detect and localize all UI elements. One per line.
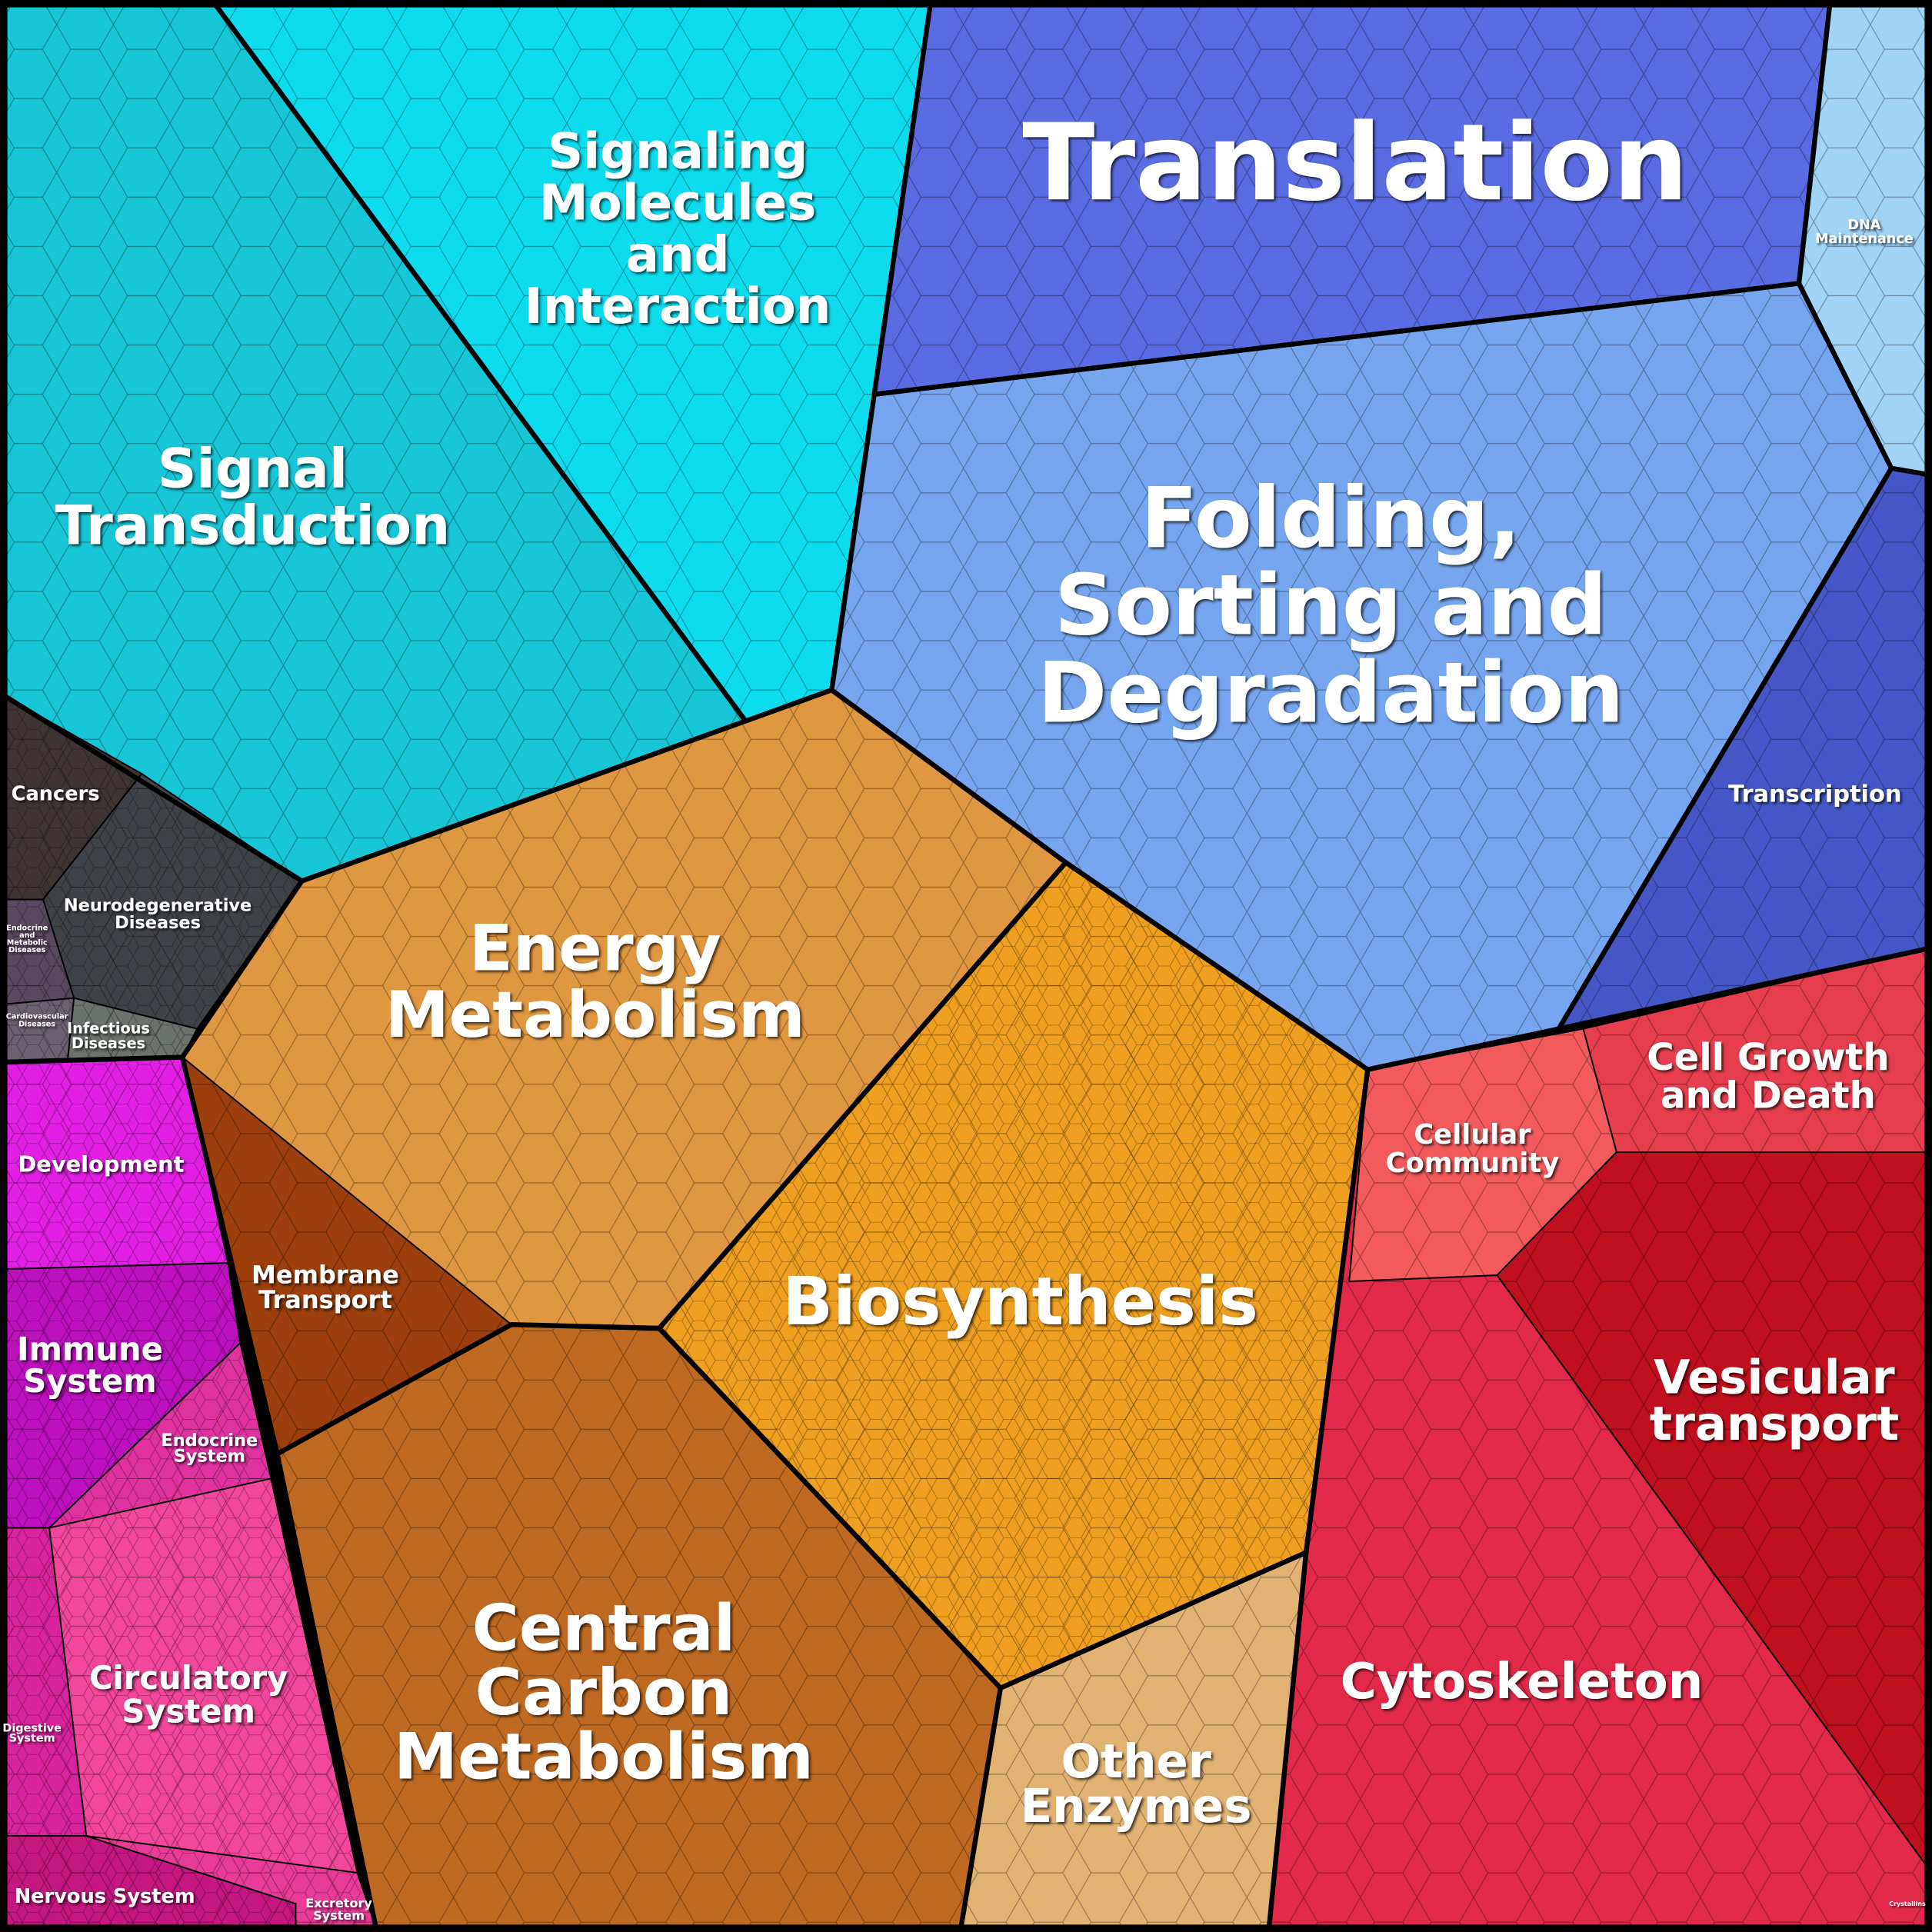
label-line: Endocrine (161, 1430, 258, 1450)
label-line: Enzymes (1021, 1778, 1252, 1833)
label-line: Development (18, 1151, 184, 1178)
label-line: and (19, 931, 35, 940)
label-line: Diseases (8, 946, 45, 954)
label-line: and Death (1661, 1074, 1876, 1117)
region-label: Signal Transduction (55, 437, 451, 557)
label-line: Carbon (475, 1655, 733, 1730)
region-label: Energy Metabolism (385, 911, 805, 1052)
region-label: Transcription (1728, 781, 1901, 808)
region-label: Crystallins (1889, 1900, 1926, 1907)
label-line: Excretory (305, 1896, 372, 1910)
label-line: Transport (258, 1285, 392, 1314)
label-line: transport (1650, 1397, 1899, 1451)
region-label: Endocrine System (161, 1430, 258, 1466)
label-line: System (122, 1692, 255, 1730)
label-line: Diseases (72, 1034, 145, 1051)
border (275, 1321, 660, 1457)
label-line: Biosynthesis (782, 1264, 1258, 1341)
label-line: Vesicular (1654, 1350, 1894, 1404)
label-line: Maintenance (1815, 232, 1914, 247)
label-line: Immune (17, 1330, 163, 1367)
label-line: System (9, 1732, 55, 1744)
border (656, 861, 1068, 1928)
label-line: Membrane (251, 1261, 399, 1290)
border (874, 281, 1894, 1031)
label-line: Diseases (115, 912, 201, 932)
border (829, 4, 1928, 1072)
border (1890, 465, 1928, 477)
label-line: Signaling (548, 123, 808, 180)
label-line: System (23, 1362, 156, 1400)
label-line: Interaction (525, 278, 831, 335)
label-line: Circulatory (89, 1659, 288, 1697)
label-line: Signal (158, 437, 348, 500)
region-label: Neurodegenerative Diseases (64, 895, 251, 932)
label-line: Infectious (67, 1019, 150, 1037)
region-label: Cytoskeleton (1341, 1654, 1704, 1710)
region-label: Cellular Community (1386, 1119, 1560, 1179)
label-line: Molecules (539, 175, 816, 232)
region-label: Cancers (12, 782, 100, 805)
label-line: Sorting and (1054, 556, 1607, 654)
label-line: Neurodegenerative (64, 895, 251, 915)
label-line: Metabolism (385, 978, 805, 1052)
region-label: Digestive System (2, 1723, 62, 1745)
region-label: Infectious Diseases (67, 1019, 150, 1051)
label-line: System (313, 1908, 365, 1923)
label-line: Translation (1022, 102, 1688, 225)
region-label: Signaling Molecules and Interaction (525, 123, 831, 335)
label-line: Folding, (1141, 469, 1521, 567)
border (213, 3, 748, 723)
label-line: Degradation (1038, 644, 1624, 741)
cell-pattern-small (5, 696, 376, 1927)
label-line: and (626, 226, 730, 283)
border (1796, 5, 1833, 284)
region-label: Cardiovascular Diseases (6, 1013, 68, 1029)
region-label: Vesicular transport (1650, 1350, 1899, 1451)
label-line: Endocrine (6, 924, 48, 932)
label-line: Nervous System (15, 1885, 195, 1908)
label-line: Cellular (1414, 1119, 1531, 1151)
region-label: Excretory System (305, 1896, 372, 1923)
label-line: Central (472, 1591, 736, 1666)
region-label: Folding, Sorting and Degradation (1038, 469, 1624, 741)
label-line: Crystallins (1889, 1900, 1926, 1907)
label-line: Community (1386, 1148, 1560, 1179)
label-line: Metabolism (394, 1719, 814, 1794)
region-label: Immune System (17, 1330, 163, 1400)
cell-pattern-small (659, 862, 1368, 1688)
region-label: Other Enzymes (1021, 1734, 1252, 1834)
border (999, 1550, 1307, 1690)
label-line: Metabolic (7, 939, 48, 948)
label-line: Cardiovascular (6, 1013, 68, 1021)
label-line: Diseases (18, 1020, 55, 1028)
label-line: Transduction (55, 494, 451, 557)
region-label: Nervous System (15, 1885, 195, 1908)
label-line: DNA (1847, 218, 1880, 233)
region-label: Central Carbon Metabolism (394, 1591, 814, 1794)
region-label: Circulatory System (89, 1659, 288, 1730)
region-label: DNA Maintenance (1815, 218, 1914, 247)
region-label: Endocrine and Metabolic Diseases (6, 924, 48, 954)
label-line: System (174, 1446, 245, 1466)
label-line: Other (1061, 1734, 1211, 1789)
region-label: Biosynthesis (782, 1264, 1258, 1341)
label-line: Transcription (1728, 781, 1901, 808)
region-label: Cell Growth and Death (1647, 1036, 1889, 1118)
label-line: Energy (469, 911, 721, 985)
label-line: Cancers (12, 782, 100, 805)
label-line: Digestive (2, 1723, 62, 1735)
region-label: Development (18, 1151, 184, 1178)
region-label: Membrane Transport (251, 1261, 399, 1314)
region-label: Translation (1022, 102, 1688, 225)
label-line: Cytoskeleton (1341, 1654, 1704, 1710)
label-line: Cell Growth (1647, 1036, 1889, 1079)
